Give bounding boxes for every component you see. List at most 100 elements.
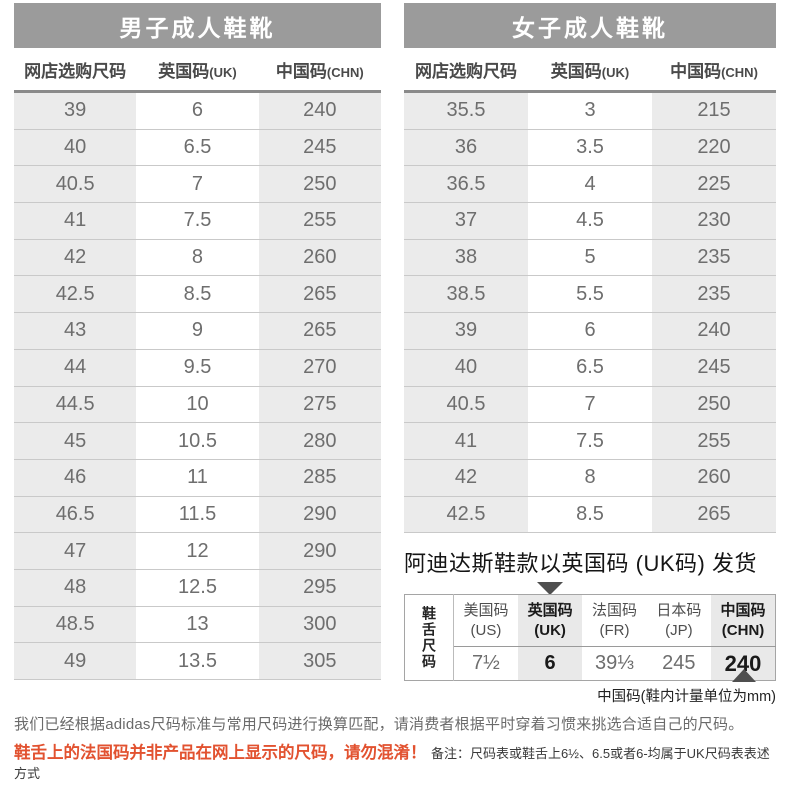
tongue-value-us: 7½ xyxy=(472,652,500,675)
men-size-section: 男子成人鞋靴 网店选购尺码 英国码(UK) 中国码(CHN) 39 6 240 40 6… xyxy=(14,3,381,680)
table-row: 42 8 260 xyxy=(14,239,381,277)
table-row: 38.5 5.5 235 xyxy=(404,275,776,314)
table-cell: 265 xyxy=(258,312,381,350)
table-cell: 235 xyxy=(652,275,776,314)
men-table-body: 39 6 240 40 6.5 245 40.5 7 250 41 7.5 255 42 8 260 42.5… xyxy=(14,91,381,680)
table-cell: 220 xyxy=(652,129,776,167)
arrow-down-icon xyxy=(537,582,563,596)
table-row: 40 6.5 245 xyxy=(14,129,381,167)
table-cell: 48 xyxy=(14,569,137,607)
table-cell: 7 xyxy=(136,165,259,204)
table-cell: 11.5 xyxy=(136,496,259,534)
table-cell: 8.5 xyxy=(136,275,259,314)
arrow-up-icon xyxy=(732,669,756,683)
table-cell: 40 xyxy=(404,349,528,387)
table-cell: 6.5 xyxy=(136,129,259,167)
tongue-value-chn: 240 xyxy=(711,646,776,681)
table-cell: 280 xyxy=(258,422,381,460)
tongue-col-us: 美国码 (US) xyxy=(453,594,518,648)
table-row: 42.5 8.5 265 xyxy=(14,275,381,314)
table-cell: 300 xyxy=(258,606,381,644)
women-table-title: 女子成人鞋靴 xyxy=(404,3,776,48)
table-cell: 39 xyxy=(404,312,528,350)
table-cell: 11 xyxy=(136,459,259,497)
women-size-section: 女子成人鞋靴 网店选购尺码 英国码(UK) 中国码(CHN) 35.5 3 215 3… xyxy=(404,3,776,706)
table-row: 48.5 13 300 xyxy=(14,606,381,644)
table-cell: 290 xyxy=(258,496,381,534)
table-cell: 235 xyxy=(652,239,776,277)
table-row: 42.5 8.5 265 xyxy=(404,496,776,534)
table-cell: 40.5 xyxy=(14,165,137,204)
table-row: 37 4.5 230 xyxy=(404,202,776,240)
table-row: 36 3.5 220 xyxy=(404,129,776,167)
table-cell: 5.5 xyxy=(528,275,652,314)
table-cell: 45 xyxy=(14,422,137,460)
table-cell: 260 xyxy=(258,239,381,277)
table-cell: 4.5 xyxy=(528,202,652,240)
column-header-uk: 英国码(UK) xyxy=(136,48,259,93)
table-cell: 7.5 xyxy=(528,422,652,460)
table-cell: 255 xyxy=(652,422,776,460)
table-cell: 42.5 xyxy=(14,275,137,314)
header-row: 网店选购尺码 英国码(UK) 中国码(CHN) xyxy=(14,48,381,93)
tongue-value-row: 7½ 6 39⅓ 245 240 xyxy=(405,646,776,681)
table-cell: 240 xyxy=(652,312,776,350)
table-row: 47 12 290 xyxy=(14,532,381,570)
table-cell: 6.5 xyxy=(528,349,652,387)
table-cell: 240 xyxy=(258,91,381,130)
table-cell: 46.5 xyxy=(14,496,137,534)
tongue-col-uk: 英国码 (UK) xyxy=(517,594,583,648)
table-cell: 225 xyxy=(652,165,776,204)
column-header-uk: 英国码(UK) xyxy=(528,48,652,93)
table-cell: 42 xyxy=(404,459,528,497)
column-header-chn: 中国码(CHN) xyxy=(652,48,776,93)
tongue-col-jp: 日本码 (JP) xyxy=(646,594,712,648)
table-cell: 295 xyxy=(258,569,381,607)
table-cell: 9 xyxy=(136,312,259,350)
table-cell: 8 xyxy=(528,459,652,497)
footer-warning-line: 鞋舌上的法国码并非产品在网上显示的尺码，请勿混淆！ 备注：尺码表或鞋舌上6½、6… xyxy=(14,739,776,783)
table-cell: 3 xyxy=(528,91,652,130)
table-cell: 265 xyxy=(652,496,776,534)
table-cell: 250 xyxy=(652,386,776,424)
table-cell: 250 xyxy=(258,165,381,204)
table-cell: 305 xyxy=(258,642,381,680)
men-table-title: 男子成人鞋靴 xyxy=(14,3,381,48)
table-cell: 7 xyxy=(528,386,652,424)
table-row: 40 6.5 245 xyxy=(404,349,776,387)
table-cell: 37 xyxy=(404,202,528,240)
men-table-header: 网店选购尺码 英国码(UK) 中国码(CHN) xyxy=(14,48,381,93)
table-row: 41 7.5 255 xyxy=(14,202,381,240)
table-row: 42 8 260 xyxy=(404,459,776,497)
table-cell: 255 xyxy=(258,202,381,240)
table-row: 44.5 10 275 xyxy=(14,386,381,424)
table-cell: 5 xyxy=(528,239,652,277)
shipping-headline: 阿迪达斯鞋款以英国码 (UK码) 发货 xyxy=(404,551,757,577)
women-table-body: 35.5 3 215 36 3.5 220 36.5 4 225 37 4.5 230 38 5 235 38… xyxy=(404,91,776,534)
table-cell: 44 xyxy=(14,349,137,387)
table-row: 46 11 285 xyxy=(14,459,381,497)
table-cell: 38 xyxy=(404,239,528,277)
table-cell: 245 xyxy=(258,129,381,167)
table-row: 49 13.5 305 xyxy=(14,642,381,680)
table-cell: 6 xyxy=(528,312,652,350)
table-cell: 36 xyxy=(404,129,528,167)
table-cell: 44.5 xyxy=(14,386,137,424)
table-cell: 8.5 xyxy=(528,496,652,534)
table-row: 48 12.5 295 xyxy=(14,569,381,607)
table-row: 46.5 11.5 290 xyxy=(14,496,381,534)
table-cell: 49 xyxy=(14,642,137,680)
table-cell: 245 xyxy=(652,349,776,387)
tongue-value-uk: 6 xyxy=(517,646,583,681)
tables-row: 男子成人鞋靴 网店选购尺码 英国码(UK) 中国码(CHN) 39 6 240 40 6… xyxy=(14,3,776,706)
tongue-caption: 中国码(鞋内计量单位为mm) xyxy=(597,689,776,706)
table-row: 41 7.5 255 xyxy=(404,422,776,460)
table-cell: 39 xyxy=(14,91,137,130)
table-cell: 12.5 xyxy=(136,569,259,607)
table-row: 35.5 3 215 xyxy=(404,91,776,130)
tongue-value-jp: 245 xyxy=(662,652,696,675)
table-cell: 43 xyxy=(14,312,137,350)
column-header-shop-size: 网店选购尺码 xyxy=(14,48,137,93)
table-cell: 42 xyxy=(14,239,137,277)
footer-remark-text: 备注：尺码表或鞋舌上6½、6.5或者6-均属于UK尺码表表述方式 xyxy=(14,746,770,782)
